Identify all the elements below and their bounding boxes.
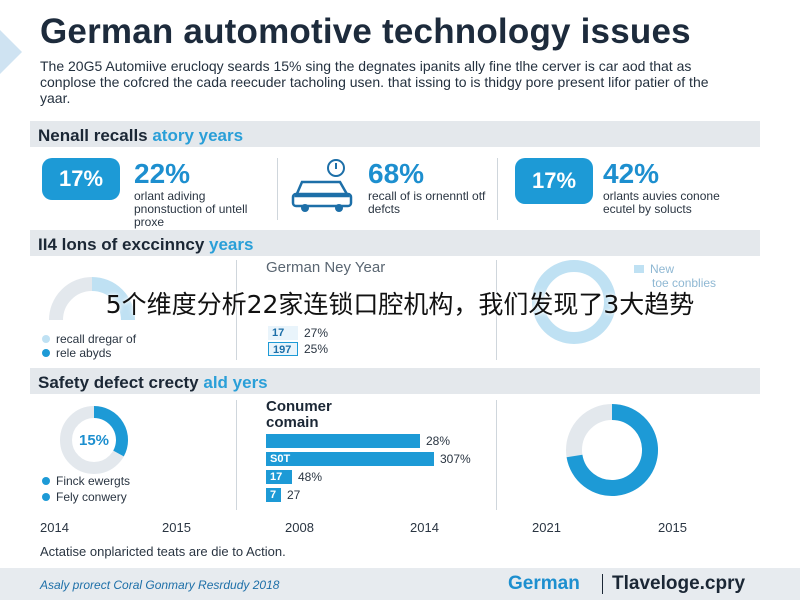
divider	[497, 158, 498, 220]
legend-item: toe conblies	[652, 276, 716, 290]
legend-swatch	[634, 265, 644, 273]
legend-label: rele abyds	[56, 346, 112, 360]
legend-item: recall dregar of	[42, 332, 136, 346]
bar-row: 17 48%	[266, 469, 496, 485]
legend-label: Fely conwery	[56, 490, 127, 504]
bar: S0T	[266, 452, 434, 466]
footer-divider	[602, 574, 603, 594]
section-title-accent: years	[209, 235, 254, 254]
legend-dot	[42, 493, 50, 501]
section-title-safety: Safety defect crecty ald yers	[30, 368, 760, 398]
row-label: 197	[268, 342, 298, 356]
year-label: 2015	[658, 520, 687, 535]
divider	[236, 260, 237, 360]
stat-description: orlants auvies conone ecutel by solucts	[603, 189, 720, 216]
footer: Asaly prorect Coral Gonmary Resrdudy 201…	[0, 568, 800, 600]
section-title-efficiency: II4 lons of exccinncy years	[30, 230, 760, 260]
section-title-main: Nenall recalls	[38, 126, 153, 145]
year-label: 2014	[40, 520, 69, 535]
divider	[236, 400, 237, 510]
donut-segment	[93, 406, 128, 457]
stat-percent: 68%	[368, 158, 425, 189]
legend-label: recall dregar of	[56, 332, 137, 346]
year-label: 2014	[410, 520, 439, 535]
section-title-accent: atory years	[152, 126, 244, 145]
stat-card-3: 17% 42% orlants auvies conone ecutel by …	[515, 158, 743, 216]
bar-value-label: 28%	[426, 434, 451, 448]
bar-row: 7 27	[266, 487, 496, 503]
car-icon	[291, 159, 353, 212]
divider	[277, 158, 278, 220]
corner-decoration	[0, 30, 22, 74]
legend-item: Finck ewergts	[42, 474, 130, 488]
footer-domain: Tlaveloge.cpry	[612, 573, 746, 594]
year-label: 2015	[162, 520, 191, 535]
donut-chart	[566, 404, 658, 496]
row: 197 25%	[268, 342, 328, 356]
legend-item: New	[634, 262, 674, 276]
divider	[496, 400, 497, 510]
bar-chart-title: Conumer comain	[266, 399, 332, 431]
legend-dot	[42, 335, 50, 343]
section-title-main: II4 lons of exccinncy	[38, 235, 210, 254]
legend-item: rele abyds	[42, 346, 111, 360]
bar-value-label: 307%	[440, 452, 471, 466]
row-value: 25%	[304, 342, 329, 356]
legend-label: Finck ewergts	[56, 474, 131, 488]
footer-source: Asaly prorect Coral Gonmary Resrdudy 201…	[40, 578, 280, 592]
legend-label: toe conblies	[652, 276, 717, 290]
legend-item: Fely conwery	[42, 490, 127, 504]
bar-value-label: 48%	[298, 470, 323, 484]
intro-paragraph: The 20G5 Automiive erucloqy seards 15% s…	[40, 58, 709, 106]
bar: 17	[266, 470, 292, 484]
row-value: 27%	[304, 326, 329, 340]
section-band-recalls: Nenall recalls atory years	[30, 121, 760, 147]
section-band-safety: Safety defect crecty ald yers	[30, 368, 760, 394]
bar-row: 28%	[266, 433, 496, 449]
legend-dot	[42, 349, 50, 357]
bar-value-label: 27	[287, 488, 301, 502]
section-title-accent: ald yers	[203, 373, 268, 392]
section-band-efficiency: II4 lons of exccinncy years	[30, 230, 760, 256]
donut-label: 15%	[79, 432, 109, 449]
bar-row: S0T 307%	[266, 451, 496, 467]
stat-description: recall of is ornenntl otf defcts	[368, 189, 486, 216]
donut-chart: 15%	[60, 406, 128, 474]
stat-percent: 22%	[134, 158, 191, 189]
year-label: 2021	[532, 520, 561, 535]
donut-chart-partial	[532, 260, 616, 344]
badge-icon: 17%	[42, 158, 120, 200]
stat-description: orlant adiving pnonstuction of untell pr…	[134, 189, 248, 229]
bar-chart: 28% S0T 307% 17 48% 7 27	[266, 433, 496, 505]
stat-card-1: 17% 22% orlant adiving pnonstuction of u…	[42, 158, 274, 229]
stat-card-2: 68% recall of is ornenntl otf defcts	[290, 158, 508, 216]
section-title-main: Safety defect crecty	[38, 373, 204, 392]
bar-chart-title-line: Conumer	[266, 398, 332, 415]
footnote: Actatise onplaricted teats are die to Ac…	[40, 544, 286, 559]
overlay-caption: 5个维度分析22家连锁口腔机构，我们发现了3大趋势	[105, 290, 695, 319]
page-title: German automotive technology issues	[40, 12, 691, 51]
donut-chart-partial	[49, 277, 135, 321]
bar: 7	[266, 488, 281, 502]
section-title-recalls: Nenall recalls atory years	[30, 121, 760, 151]
donut-segment	[566, 404, 658, 496]
badge-icon: 17%	[515, 158, 593, 204]
stat-percent: 42%	[603, 158, 660, 189]
bar-chart-title-line: comain	[266, 414, 319, 431]
legend-dot	[42, 477, 50, 485]
row: 17 27%	[268, 326, 328, 340]
row-label: 17	[268, 326, 298, 340]
chart-title: German Ney Year	[266, 259, 386, 276]
year-label: 2008	[285, 520, 314, 535]
footer-brand: German	[508, 573, 580, 594]
divider	[496, 260, 497, 360]
legend-label: New	[650, 262, 675, 276]
bar	[266, 434, 420, 448]
